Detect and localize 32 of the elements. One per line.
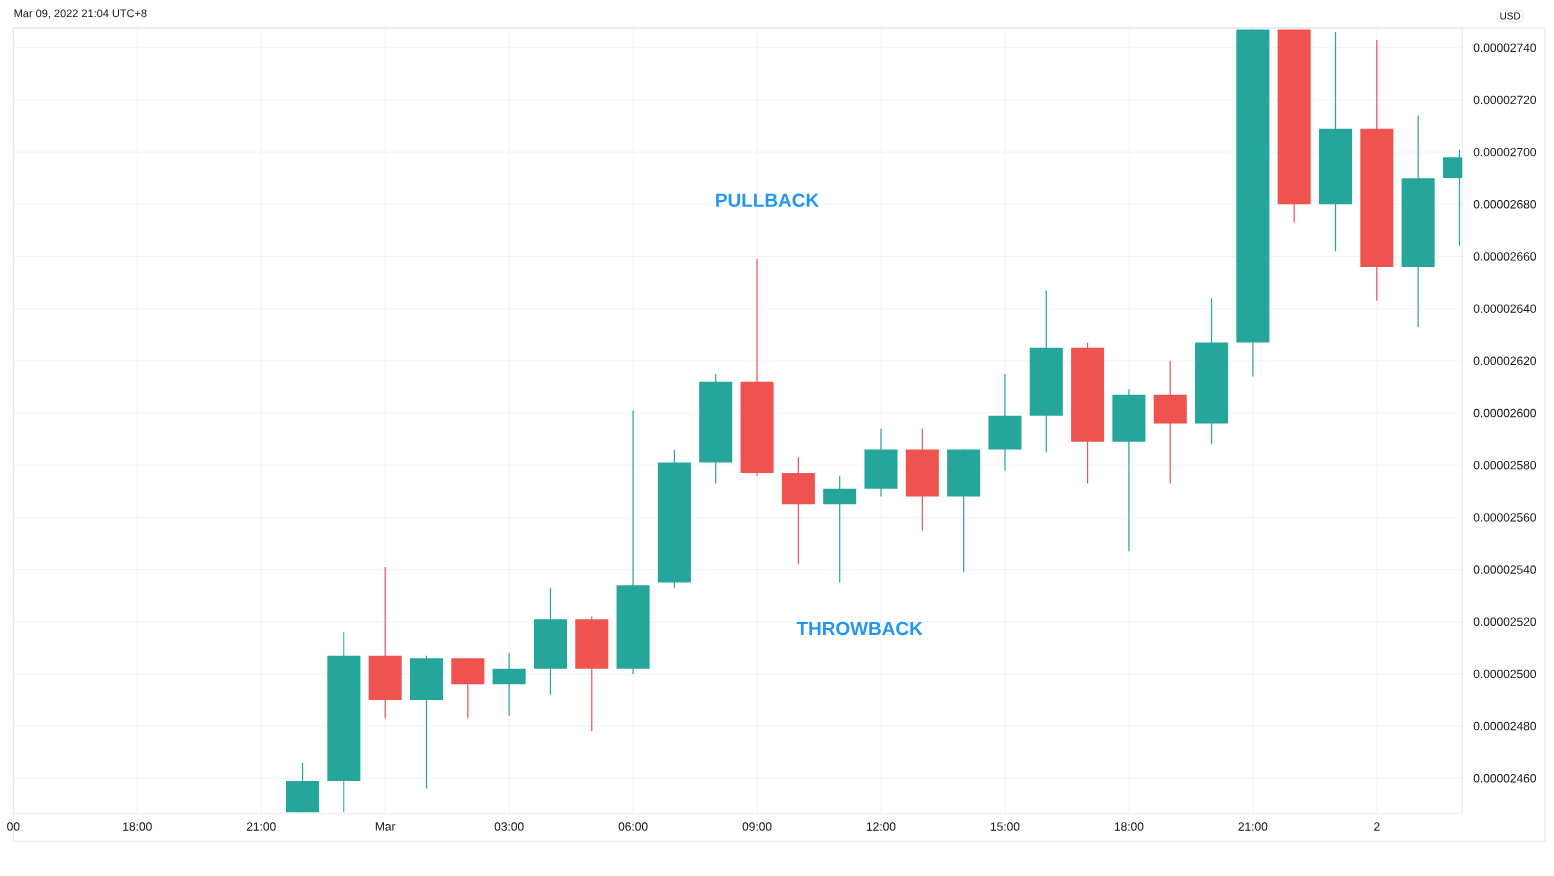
x-tick-label: 15:00 [990,822,1020,831]
x-tick-label: 21:00 [1238,822,1268,831]
x-tick-label: 03:00 [494,822,524,831]
y-tick-label: 0.00002660 [1473,252,1537,261]
x-tick-label: 12:00 [866,822,896,831]
y-tick-label: 0.00002520 [1473,617,1537,626]
y-tick-label: 0.00002740 [1473,43,1537,52]
y-tick-label: 0.00002620 [1473,356,1537,366]
y-tick-label: 0.00002720 [1473,95,1537,105]
x-tick-label: 18:00 [123,822,152,831]
y-tick-label: 0.00002540 [1473,565,1537,574]
x-tick-label: 2 [1374,822,1380,831]
y-tick-label: 0.00002580 [1473,460,1537,470]
text: Mar 09, 2022 21:04 UTC+8 [14,9,147,19]
x-tick-label: 21:00 [246,822,276,831]
y-tick-label: 0.00002680 [1473,200,1537,209]
y-tick-label: 0.00002560 [1473,513,1537,522]
y-tick-label: 0.00002700 [1473,147,1537,157]
y-tick-label: 0.00002600 [1473,408,1537,418]
candlestick [823,474,857,584]
y-tick-label: 0.00002480 [1473,721,1537,731]
x-tick-label: 06:00 [618,822,648,831]
text: USD [1500,12,1521,20]
x-tick-label: 09:00 [742,822,772,831]
x-tick-label: 00 [7,822,20,831]
annotation: THROWBACK [796,621,923,636]
y-tick-label: 0.00002640 [1473,304,1537,313]
y-tick-label: 0.00002500 [1473,669,1537,679]
x-tick-label: Mar [375,822,396,831]
x-tick-label: 18:00 [1114,822,1144,831]
annotation: PULLBACK [716,193,819,207]
y-tick-label: 0.00002460 [1473,774,1537,783]
